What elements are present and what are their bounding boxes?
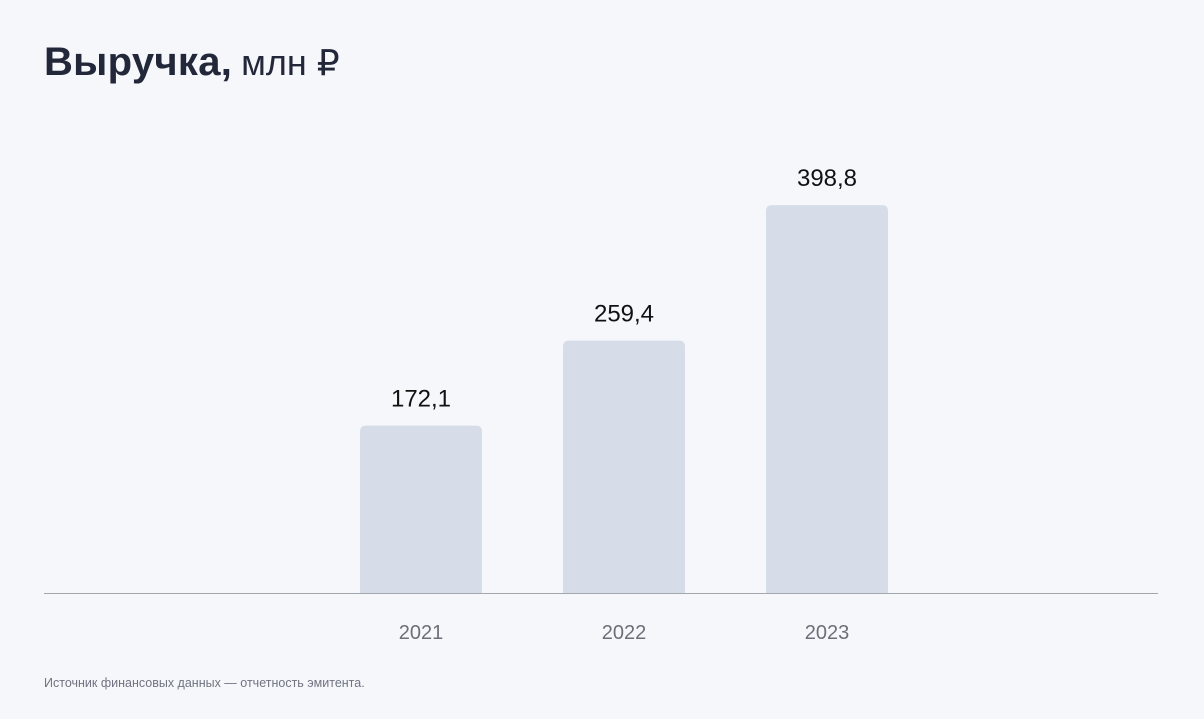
bar-2021 <box>360 425 482 593</box>
x-tick-label-2021: 2021 <box>399 622 444 644</box>
chart-title: Выручка, млн ₽ <box>44 38 340 86</box>
value-label-2023: 398,8 <box>797 165 857 192</box>
x-tick-labels-group: 2021 2022 2023 <box>399 622 850 644</box>
value-label-2022: 259,4 <box>594 301 654 328</box>
bar-2023 <box>766 205 888 594</box>
bar-2022 <box>563 340 685 593</box>
chart-title-unit: млн ₽ <box>241 42 340 83</box>
x-tick-label-2022: 2022 <box>602 622 647 644</box>
chart-title-main: Выручка, <box>44 40 233 84</box>
value-labels-group: 172,1 259,4 398,8 <box>391 165 857 413</box>
source-note: Источник финансовых данных — отчетность … <box>44 676 365 690</box>
bars-group <box>360 205 888 594</box>
x-tick-label-2023: 2023 <box>805 622 850 644</box>
value-label-2021: 172,1 <box>391 386 451 413</box>
